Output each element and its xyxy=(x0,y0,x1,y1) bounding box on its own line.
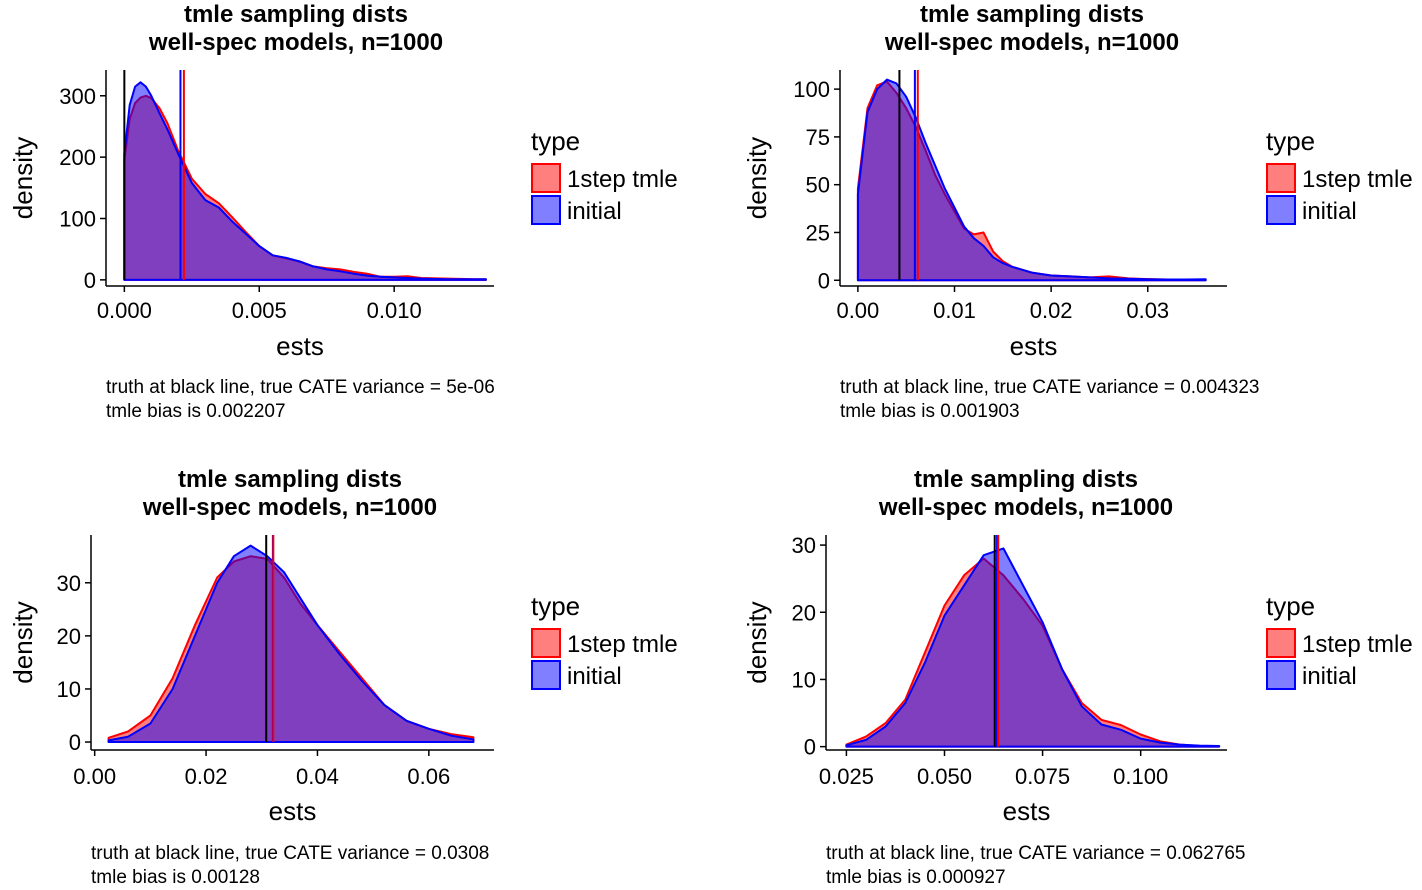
y-axis-label: density xyxy=(742,601,772,683)
legend-title: type xyxy=(1266,591,1315,621)
chart-title: tmle sampling dists xyxy=(914,466,1138,493)
legend-label-tmle: 1step tmle xyxy=(1302,166,1413,193)
x-axis-label: ests xyxy=(1010,331,1058,361)
legend-swatch-tmle xyxy=(1266,163,1296,193)
y-tick-label: 0 xyxy=(84,268,96,293)
chart-title: tmle sampling dists xyxy=(184,1,408,28)
caption-line: truth at black line, true CATE variance … xyxy=(826,843,1245,864)
y-tick-label: 200 xyxy=(59,145,96,170)
y-tick-label: 300 xyxy=(59,84,96,109)
y-tick-label: 100 xyxy=(793,77,830,102)
chart-subtitle: well-spec models, n=1000 xyxy=(884,29,1179,56)
density-area-initial xyxy=(856,78,1207,282)
legend-swatch-tmle xyxy=(531,163,561,193)
density-area-initial xyxy=(107,544,475,743)
x-tick-label: 0.06 xyxy=(407,764,450,789)
x-tick-label: 0.04 xyxy=(296,764,339,789)
legend-swatch-initial xyxy=(1266,660,1296,690)
y-tick-label: 100 xyxy=(59,207,96,232)
x-axis-label: ests xyxy=(1003,796,1051,826)
density-area-initial xyxy=(845,547,1221,748)
x-tick-label: 0.010 xyxy=(367,298,422,323)
legend-label-initial: initial xyxy=(567,198,622,225)
y-tick-label: 0 xyxy=(804,735,816,760)
caption-line: tmle bias is 0.00128 xyxy=(91,867,260,888)
caption-line: truth at black line, true CATE variance … xyxy=(840,377,1259,398)
caption-line: tmle bias is 0.002207 xyxy=(106,401,286,422)
y-axis-label: density xyxy=(742,137,772,219)
x-tick-label: 0.075 xyxy=(1015,764,1070,789)
legend: type 1step tmle initial xyxy=(1266,126,1413,225)
y-tick-label: 30 xyxy=(792,533,816,558)
chart-subtitle: well-spec models, n=1000 xyxy=(142,494,437,521)
x-tick-label: 0.02 xyxy=(185,764,228,789)
legend-label-tmle: 1step tmle xyxy=(567,631,678,658)
legend-label-tmle: 1step tmle xyxy=(1302,631,1413,658)
x-tick-label: 0.02 xyxy=(1030,298,1073,323)
legend: type 1step tmle initial xyxy=(531,126,678,225)
caption-line: truth at black line, true CATE variance … xyxy=(106,377,495,398)
y-tick-label: 25 xyxy=(806,220,830,245)
density-area-initial xyxy=(123,81,487,281)
legend-label-initial: initial xyxy=(567,663,622,690)
caption-line: truth at black line, true CATE variance … xyxy=(91,843,489,864)
x-tick-label: 0.01 xyxy=(933,298,976,323)
y-tick-label: 10 xyxy=(792,667,816,692)
y-axis-label: density xyxy=(8,601,38,683)
legend-title: type xyxy=(531,126,580,156)
caption-line: tmle bias is 0.000927 xyxy=(826,867,1006,888)
x-axis-label: ests xyxy=(269,796,317,826)
y-tick-label: 20 xyxy=(57,624,81,649)
legend-label-tmle: 1step tmle xyxy=(567,166,678,193)
x-tick-label: 0.025 xyxy=(819,764,874,789)
y-tick-label: 30 xyxy=(57,571,81,596)
legend-title: type xyxy=(531,591,580,621)
legend-swatch-initial xyxy=(1266,195,1296,225)
x-tick-label: 0.000 xyxy=(97,298,152,323)
legend-swatch-tmle xyxy=(531,628,561,658)
y-tick-label: 20 xyxy=(792,600,816,625)
legend: type 1step tmle initial xyxy=(1266,591,1413,690)
chart-title: tmle sampling dists xyxy=(178,466,402,493)
chart-title: tmle sampling dists xyxy=(920,1,1144,28)
caption-line: tmle bias is 0.001903 xyxy=(840,401,1020,422)
legend-title: type xyxy=(1266,126,1315,156)
y-tick-label: 10 xyxy=(57,677,81,702)
legend-swatch-tmle xyxy=(1266,628,1296,658)
x-axis-label: ests xyxy=(276,331,324,361)
legend-swatch-initial xyxy=(531,195,561,225)
x-tick-label: 0.100 xyxy=(1113,764,1168,789)
y-tick-label: 50 xyxy=(806,173,830,198)
legend-swatch-initial xyxy=(531,660,561,690)
x-tick-label: 0.00 xyxy=(73,764,116,789)
legend: type 1step tmle initial xyxy=(531,591,678,690)
y-axis-label: density xyxy=(8,137,38,219)
x-tick-label: 0.050 xyxy=(917,764,972,789)
y-tick-label: 75 xyxy=(806,125,830,150)
legend-label-initial: initial xyxy=(1302,663,1357,690)
chart-subtitle: well-spec models, n=1000 xyxy=(148,29,443,56)
chart-subtitle: well-spec models, n=1000 xyxy=(878,494,1173,521)
x-tick-label: 0.00 xyxy=(836,298,879,323)
y-tick-label: 0 xyxy=(818,268,830,293)
x-tick-label: 0.005 xyxy=(232,298,287,323)
y-tick-label: 0 xyxy=(69,730,81,755)
x-tick-label: 0.03 xyxy=(1126,298,1169,323)
legend-label-initial: initial xyxy=(1302,198,1357,225)
